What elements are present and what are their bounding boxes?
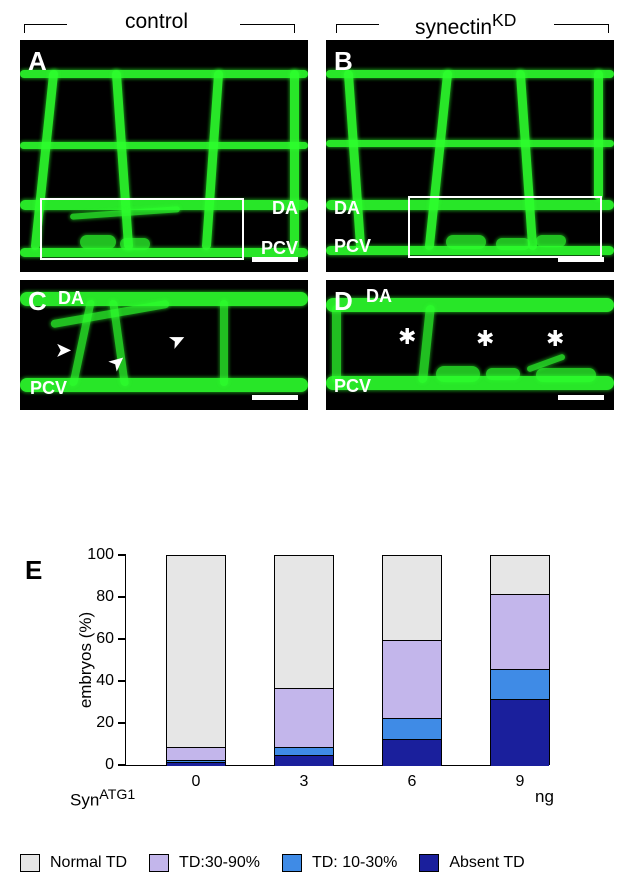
- header-kd-prefix: synectin: [415, 16, 492, 39]
- bar-9: [490, 555, 550, 765]
- header-kd-suffix: KD: [492, 10, 516, 30]
- bar-6: [382, 555, 442, 765]
- scalebar-a: [252, 257, 298, 262]
- bracket-left-kd: [336, 24, 379, 33]
- bracket-right-control: [240, 24, 295, 33]
- label-pcv-d: PCV: [334, 376, 371, 397]
- column-headers: control synectinKD: [0, 6, 633, 36]
- y-tick-label: 100: [74, 546, 114, 564]
- legend-swatch: [20, 854, 40, 872]
- asterisk-icon: ✱: [398, 324, 416, 350]
- y-axis-label: embryos (%): [76, 612, 96, 708]
- label-da-d: DA: [366, 286, 392, 307]
- legend-label: Absent TD: [449, 854, 524, 872]
- label-pcv-a: PCV: [261, 238, 298, 259]
- label-pcv-c: PCV: [30, 378, 67, 399]
- legend-swatch: [282, 854, 302, 872]
- chart-e: embryos (%) 0204060801000369 SynATG1 ng: [70, 555, 560, 805]
- panel-letter-a: A: [28, 46, 47, 77]
- x-tick-label: 3: [300, 773, 309, 791]
- x-category-label: SynATG1: [70, 787, 135, 811]
- asterisk-icon: ✱: [476, 326, 494, 352]
- x-tick-label: 0: [192, 773, 201, 791]
- roi-box-b: [408, 196, 602, 258]
- panel-c: C DA PCV ➤ ➤ ➤: [20, 280, 308, 410]
- legend-label: Normal TD: [50, 854, 127, 872]
- arrow-icon: ➤: [56, 340, 71, 361]
- panel-d: D DA PCV ✱ ✱ ✱: [326, 280, 614, 410]
- scalebar-d: [558, 395, 604, 400]
- label-da-a: DA: [272, 198, 298, 219]
- panel-b: B DA PCV: [326, 40, 614, 272]
- label-da-c: DA: [58, 288, 84, 309]
- bracket-left-control: [24, 24, 67, 33]
- legend-label: TD: 10-30%: [312, 854, 397, 872]
- figure-container: control synectinKD A DA PCV B: [0, 0, 633, 890]
- arrow-icon: ➤: [166, 328, 189, 353]
- panel-letter-b: B: [334, 46, 353, 77]
- legend-swatch: [419, 854, 439, 872]
- chart-plot: embryos (%) 0204060801000369: [125, 555, 546, 766]
- scalebar-b: [558, 257, 604, 262]
- y-tick-label: 80: [74, 588, 114, 606]
- label-da-b: DA: [334, 198, 360, 219]
- legend-swatch: [149, 854, 169, 872]
- label-pcv-b: PCV: [334, 236, 371, 257]
- x-units-label: ng: [535, 787, 554, 807]
- roi-box-a: [40, 198, 244, 260]
- y-tick-label: 20: [74, 714, 114, 732]
- panel-letter-c: C: [28, 286, 47, 317]
- chart-legend: Normal TD TD:30-90% TD: 10-30% Absent TD: [20, 850, 620, 876]
- scalebar-c: [252, 395, 298, 400]
- bracket-right-kd: [554, 24, 609, 33]
- y-tick-label: 60: [74, 630, 114, 648]
- header-control: control: [125, 10, 188, 34]
- asterisk-icon: ✱: [546, 326, 564, 352]
- panel-letter-d: D: [334, 286, 353, 317]
- panel-a: A DA PCV: [20, 40, 308, 272]
- panel-letter-e: E: [25, 555, 42, 586]
- header-synectin: synectinKD: [415, 10, 516, 40]
- bar-0: [166, 555, 226, 765]
- legend-label: TD:30-90%: [179, 854, 260, 872]
- x-tick-label: 9: [516, 773, 525, 791]
- y-tick-label: 40: [74, 672, 114, 690]
- y-tick-label: 0: [74, 756, 114, 774]
- bar-3: [274, 555, 334, 765]
- x-tick-label: 6: [408, 773, 417, 791]
